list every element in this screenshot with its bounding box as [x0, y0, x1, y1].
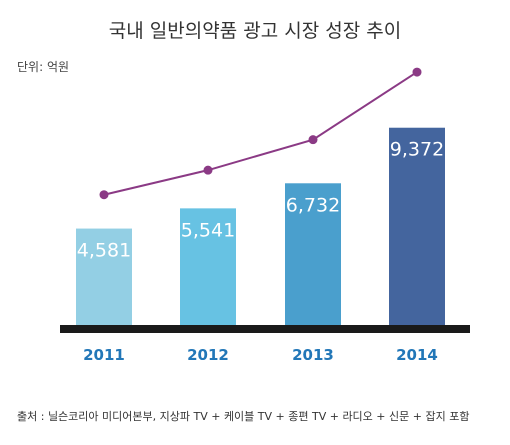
value-label-2013: 6,732 [286, 194, 340, 216]
value-label-2014: 9,372 [390, 139, 444, 161]
source-note: 출처 : 닐슨코리아 미디어본부, 지상파 TV + 케이블 TV + 종편 T… [17, 410, 470, 423]
value-label-2011: 4,581 [77, 240, 131, 262]
bar-2013 [285, 183, 341, 325]
x-tick-2012: 2012 [187, 346, 229, 364]
bar-2014 [389, 127, 445, 326]
x-tick-2014: 2014 [396, 346, 438, 364]
trend-point-2012 [203, 165, 213, 175]
trend-point-2014 [412, 67, 422, 77]
trend-line [103, 71, 418, 196]
x-tick-2013: 2013 [292, 346, 334, 364]
trend-point-2013 [308, 135, 318, 145]
bar-2011 [76, 228, 132, 325]
bar-2012 [180, 208, 236, 325]
chart-title: 국내 일반의약품 광고 시장 성장 추이 [108, 20, 402, 42]
value-label-2012: 5,541 [181, 219, 235, 241]
x-axis-line [60, 325, 470, 333]
unit-label: 단위: 억원 [17, 60, 70, 74]
trend-point-2011 [99, 190, 109, 200]
x-tick-2011: 2011 [83, 346, 125, 364]
